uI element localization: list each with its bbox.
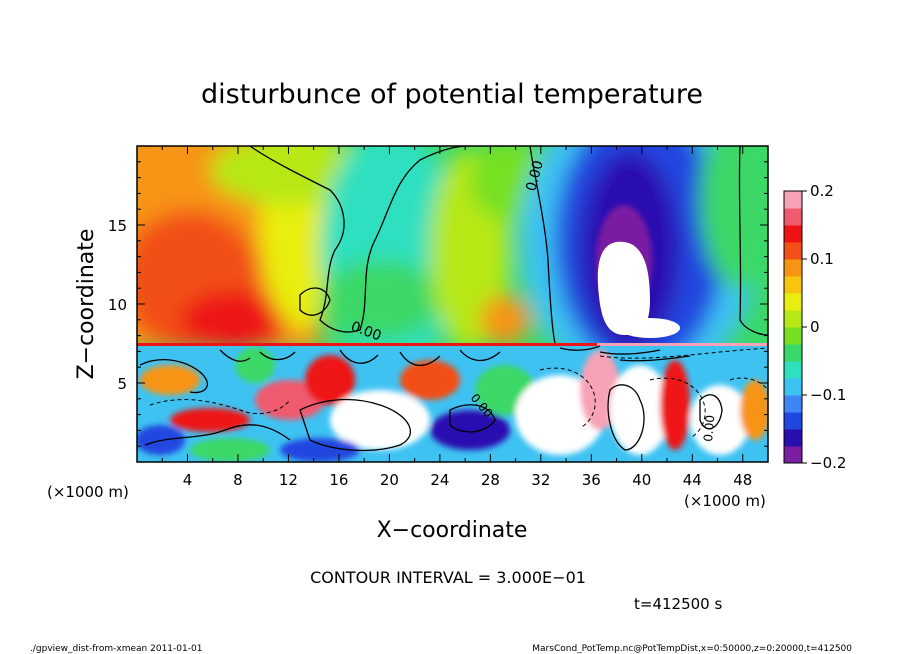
colorbar-segment [784,242,802,260]
colorbar-segment [784,412,802,430]
x-tick-label: 48 [733,471,752,489]
colorbar-segment [784,191,802,209]
colorbar-segment [784,310,802,328]
colorbar-segment [784,361,802,379]
time-text: t=412500 s [634,595,722,613]
colorbar-tick-label: 0.1 [810,250,834,268]
colorbar-segment [784,344,802,362]
y-tick-label: 10 [108,296,127,314]
colorbar-ticks: 0.2 0.1 0 −0.1 −0.2 [802,182,846,472]
x-tick-label: 40 [632,471,651,489]
x-tick-label: 16 [329,471,348,489]
y-axis: 5 10 15 [108,161,768,447]
x-axis: 4 8 12 16 20 24 28 32 36 40 44 48 [161,146,752,489]
contour-interval-text: CONTOUR INTERVAL = 3.000E−01 [310,568,586,587]
x-unit-right: (×1000 m) [684,492,766,510]
y-tick-label: 5 [117,375,127,393]
y-axis-label: Z−coordinate [74,229,99,380]
x-tick-label: 24 [430,471,449,489]
x-tick-label: 12 [279,471,298,489]
x-unit-left: (×1000 m) [47,483,129,501]
colorbar-segment [784,208,802,226]
contour-label: 0.00 [701,414,717,442]
chart-title: disturbunce of potential temperature [201,79,703,110]
contour-lines-dashed [149,347,768,439]
colorbar-segment [784,225,802,243]
x-tick-label: 44 [683,471,702,489]
colorbar-segment [784,395,802,413]
contour-lines [139,146,768,452]
colorbar-tick-label: −0.1 [810,386,846,404]
y-tick-label: 15 [108,217,127,235]
x-tick-label: 20 [380,471,399,489]
colorbar-segment [784,327,802,345]
footer-left: ./gpview_dist-from-xmean 2011-01-01 [30,644,202,654]
footer-right: MarsCond_PotTemp.nc@PotTempDist,x=0:5000… [532,644,852,654]
colorbar-segment [784,429,802,447]
colorbar-segment [784,446,802,464]
colorbar-tick-label: 0 [810,318,820,336]
colorbar [784,191,802,464]
x-axis-label: X−coordinate [377,518,528,543]
colorbar-segment [784,378,802,396]
colorbar-segment [784,259,802,277]
x-tick-label: 28 [481,471,500,489]
colorbar-segment [784,293,802,311]
x-tick-label: 36 [582,471,601,489]
colorbar-segment [784,276,802,294]
colorbar-tick-label: −0.2 [810,454,846,472]
x-tick-label: 32 [531,471,550,489]
colorbar-tick-label: 0.2 [810,182,834,200]
contour-label: 0.00 [523,159,547,193]
x-tick-label: 4 [183,471,193,489]
x-tick-label: 8 [233,471,243,489]
